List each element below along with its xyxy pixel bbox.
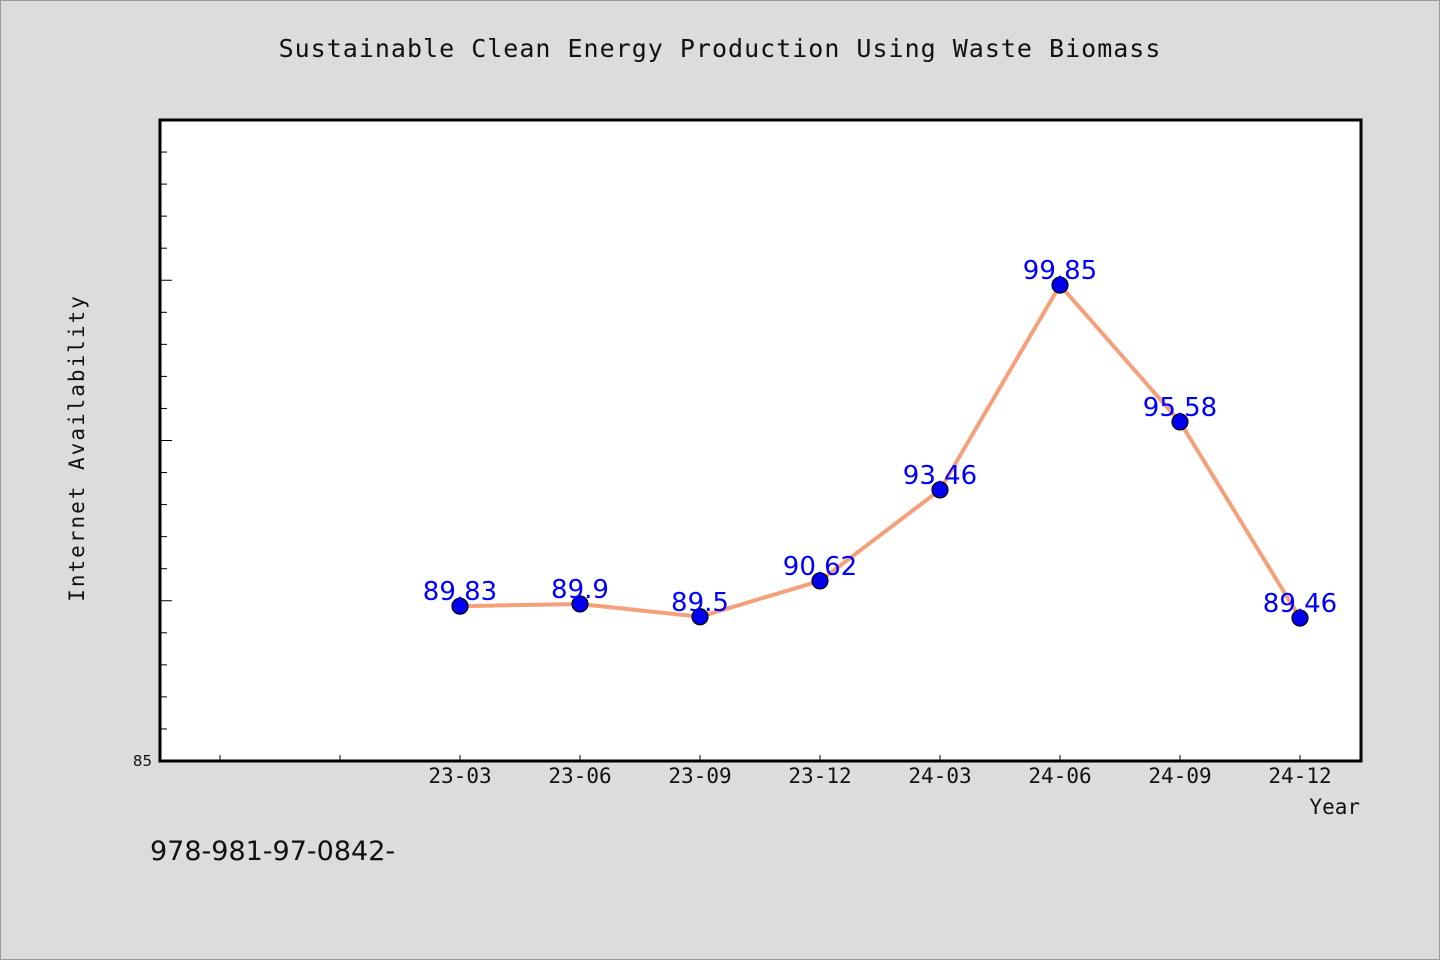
x-tick-label: 24-06 [1028, 764, 1091, 788]
data-label: 89.46 [1263, 589, 1337, 619]
x-axis-label: Year [1309, 795, 1360, 819]
footer-text: 978-981-97-0842- [150, 836, 396, 867]
x-tick-label: 24-12 [1268, 764, 1331, 788]
chart-title: Sustainable Clean Energy Production Usin… [278, 34, 1162, 63]
x-tick-label: 23-09 [668, 764, 731, 788]
series-line [459, 283, 1302, 620]
x-tick-label: 24-03 [908, 764, 971, 788]
x-tick-label: 23-12 [788, 764, 851, 788]
plot-area [158, 118, 1363, 763]
data-point [1291, 609, 1309, 627]
data-point [451, 597, 469, 615]
x-tick-label: 23-03 [428, 764, 491, 788]
data-label: 90.62 [783, 552, 857, 582]
data-label: 93.46 [903, 461, 977, 491]
x-tick-label: 24-09 [1148, 764, 1211, 788]
data-label: 89.5 [671, 588, 729, 618]
data-label: 95.58 [1143, 393, 1217, 423]
labels-group: 89.83 89.9 89.5 90.62 93.46 99.85 95.58 89.46 [423, 256, 1337, 619]
data-label: 89.9 [551, 575, 609, 605]
data-label: 99.85 [1023, 256, 1097, 286]
data-point [571, 595, 589, 613]
data-point [1051, 276, 1069, 294]
y-tick-label: 85 [133, 752, 152, 770]
data-point [1171, 413, 1189, 431]
series-group [451, 276, 1309, 627]
x-tick-label: 23-06 [548, 764, 611, 788]
axis-ticks: 85 23-03 23-06 23-09 23-12 24-03 24-06 24-09 24-… [133, 119, 1332, 788]
data-point [691, 608, 709, 626]
data-point [931, 481, 949, 499]
data-label: 89.83 [423, 577, 497, 607]
data-point [811, 572, 829, 590]
